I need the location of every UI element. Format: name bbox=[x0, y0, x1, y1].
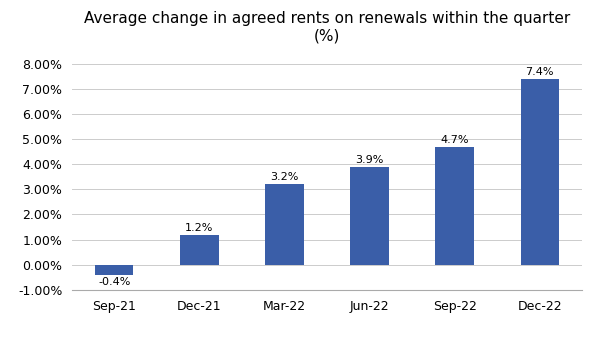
Bar bbox=[95, 265, 133, 275]
Text: 3.9%: 3.9% bbox=[355, 155, 384, 165]
Text: 4.7%: 4.7% bbox=[440, 135, 469, 145]
Bar bbox=[521, 79, 559, 265]
Bar bbox=[265, 184, 304, 265]
Text: -0.4%: -0.4% bbox=[98, 277, 131, 287]
Bar bbox=[350, 167, 389, 265]
Bar bbox=[180, 235, 218, 265]
Title: Average change in agreed rents on renewals within the quarter
(%): Average change in agreed rents on renewa… bbox=[84, 11, 570, 43]
Text: 3.2%: 3.2% bbox=[270, 172, 299, 182]
Text: 7.4%: 7.4% bbox=[526, 67, 554, 77]
Text: 1.2%: 1.2% bbox=[185, 223, 214, 233]
Bar bbox=[436, 147, 474, 265]
